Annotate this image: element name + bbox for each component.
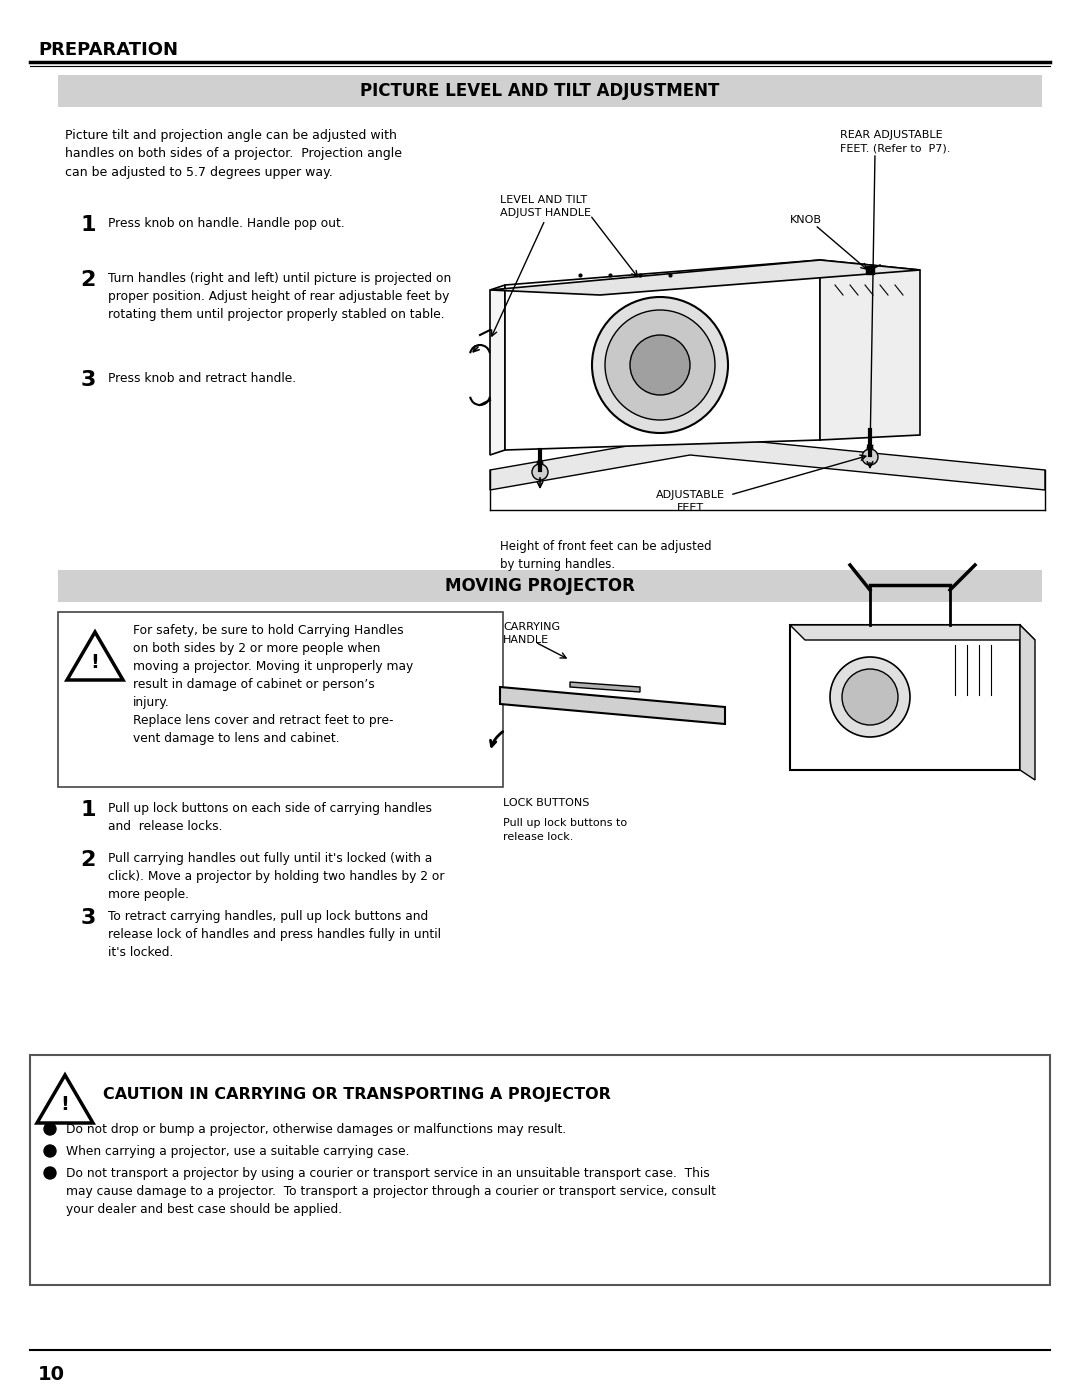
- Text: REAR ADJUSTABLE
FEET. (Refer to  P7).: REAR ADJUSTABLE FEET. (Refer to P7).: [840, 130, 950, 154]
- Circle shape: [630, 335, 690, 395]
- Text: ADJUSTABLE
FEET: ADJUSTABLE FEET: [656, 490, 725, 513]
- Circle shape: [44, 1146, 56, 1157]
- Polygon shape: [490, 434, 1045, 490]
- Circle shape: [532, 464, 548, 481]
- Circle shape: [592, 298, 728, 433]
- Text: Picture tilt and projection angle can be adjusted with
handles on both sides of : Picture tilt and projection angle can be…: [65, 129, 402, 179]
- Text: LOCK BUTTONS: LOCK BUTTONS: [503, 798, 590, 807]
- Text: LEVEL AND TILT
ADJUST HANDLE: LEVEL AND TILT ADJUST HANDLE: [500, 196, 591, 218]
- Text: 10: 10: [38, 1365, 65, 1384]
- Polygon shape: [789, 624, 1020, 770]
- Polygon shape: [67, 631, 123, 680]
- Text: For safety, be sure to hold Carrying Handles
on both sides by 2 or more people w: For safety, be sure to hold Carrying Han…: [133, 624, 414, 745]
- Polygon shape: [1020, 624, 1035, 780]
- Text: Height of front feet can be adjusted
by turning handles.: Height of front feet can be adjusted by …: [500, 541, 712, 571]
- Circle shape: [831, 657, 910, 738]
- Circle shape: [605, 310, 715, 420]
- Text: 3: 3: [80, 370, 96, 390]
- FancyBboxPatch shape: [30, 1055, 1050, 1285]
- Polygon shape: [490, 285, 505, 455]
- Text: MOVING PROJECTOR: MOVING PROJECTOR: [445, 577, 635, 595]
- Circle shape: [44, 1123, 56, 1134]
- Text: CARRYING
HANDLE: CARRYING HANDLE: [503, 622, 561, 645]
- Text: When carrying a projector, use a suitable carrying case.: When carrying a projector, use a suitabl…: [66, 1146, 409, 1158]
- Text: Turn handles (right and left) until picture is projected on
proper position. Adj: Turn handles (right and left) until pict…: [108, 272, 451, 321]
- Text: 2: 2: [80, 270, 96, 291]
- Text: KNOB: KNOB: [789, 215, 822, 225]
- Text: PREPARATION: PREPARATION: [38, 41, 178, 59]
- FancyBboxPatch shape: [58, 75, 1042, 108]
- Text: !: !: [91, 652, 99, 672]
- Text: PICTURE LEVEL AND TILT ADJUSTMENT: PICTURE LEVEL AND TILT ADJUSTMENT: [361, 82, 719, 101]
- Text: Do not transport a projector by using a courier or transport service in an unsui: Do not transport a projector by using a …: [66, 1166, 716, 1215]
- Text: Press knob on handle. Handle pop out.: Press knob on handle. Handle pop out.: [108, 217, 345, 231]
- Polygon shape: [505, 260, 820, 450]
- Circle shape: [862, 448, 878, 465]
- Text: 1: 1: [80, 215, 96, 235]
- Polygon shape: [820, 260, 920, 440]
- Text: !: !: [60, 1095, 69, 1115]
- FancyBboxPatch shape: [58, 570, 1042, 602]
- Text: Press knob and retract handle.: Press knob and retract handle.: [108, 372, 296, 386]
- Text: Pull carrying handles out fully until it's locked (with a
click). Move a project: Pull carrying handles out fully until it…: [108, 852, 445, 901]
- Polygon shape: [490, 260, 920, 295]
- Polygon shape: [570, 682, 640, 692]
- Text: 3: 3: [80, 908, 96, 928]
- Text: Pull up lock buttons on each side of carrying handles
and  release locks.: Pull up lock buttons on each side of car…: [108, 802, 432, 833]
- Text: 1: 1: [80, 800, 96, 820]
- Text: Do not drop or bump a projector, otherwise damages or malfunctions may result.: Do not drop or bump a projector, otherwi…: [66, 1123, 566, 1136]
- Text: CAUTION IN CARRYING OR TRANSPORTING A PROJECTOR: CAUTION IN CARRYING OR TRANSPORTING A PR…: [103, 1087, 611, 1102]
- Circle shape: [842, 669, 897, 725]
- Text: 2: 2: [80, 849, 96, 870]
- Polygon shape: [500, 687, 725, 724]
- Polygon shape: [37, 1076, 93, 1123]
- Text: Pull up lock buttons to
release lock.: Pull up lock buttons to release lock.: [503, 819, 627, 842]
- FancyBboxPatch shape: [58, 612, 503, 787]
- Circle shape: [44, 1166, 56, 1179]
- Text: To retract carrying handles, pull up lock buttons and
release lock of handles an: To retract carrying handles, pull up loc…: [108, 909, 441, 958]
- Polygon shape: [789, 624, 1035, 640]
